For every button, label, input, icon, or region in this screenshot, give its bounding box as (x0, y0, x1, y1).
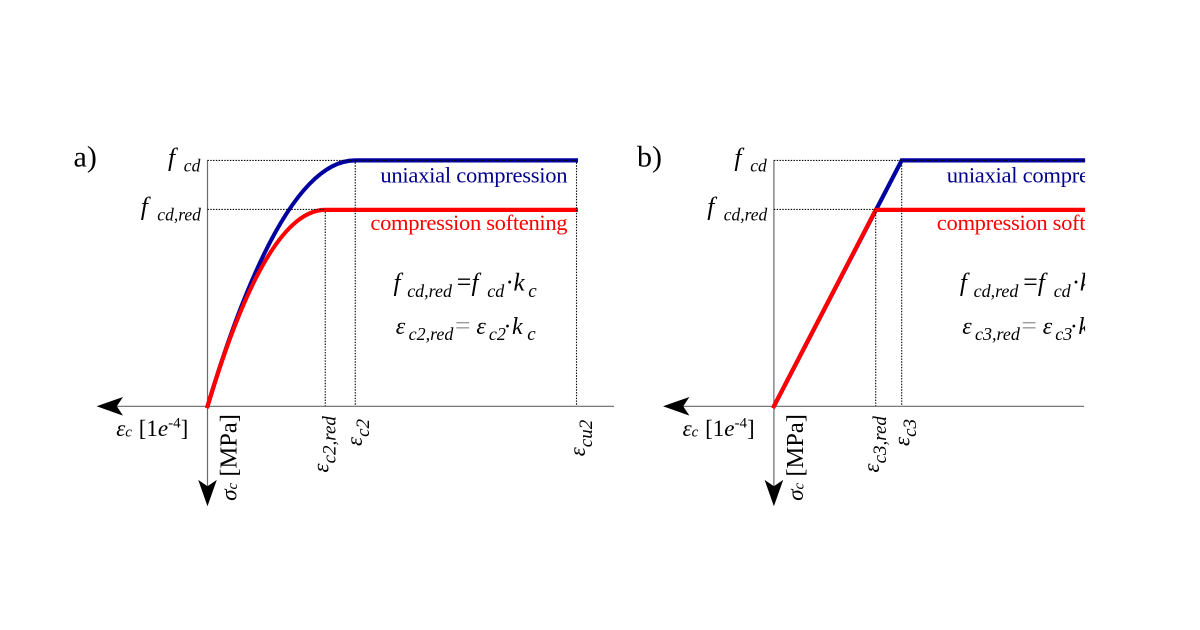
svg-text:εc3,red: εc3,red (859, 416, 891, 473)
svg-text:εc [1e-4]: εc [1e-4] (683, 415, 755, 441)
svg-text:εc3,red=εc3·kc: ε c3,red= ε c3·k c (962, 311, 1102, 345)
svg-text:fcd,red=fcd·kc: f cd,red =f cd·k c (394, 268, 538, 303)
svg-text:εc2,red: εc2,red (309, 416, 341, 473)
svg-text:εc [1e-4]: εc [1e-4] (116, 415, 188, 441)
svg-text:b): b) (637, 141, 662, 174)
svg-text:fcd: f cd (168, 143, 201, 176)
svg-text:εcu2: εcu2 (565, 419, 597, 456)
svg-text:fcd: f cd (734, 143, 767, 176)
svg-text:σc [MPa]: σc [MPa] (215, 414, 242, 501)
svg-text:εc2,red=εc2·kc: ε c2,red= ε c2·k c (396, 311, 537, 345)
svg-text:fcd,red: f cd,red (707, 192, 767, 225)
svg-text:fcd,red: f cd,red (141, 192, 201, 225)
svg-text:fcd,red=fcd·kc: f cd,red =f cd·k c (960, 268, 1104, 303)
svg-text:a): a) (74, 141, 97, 174)
svg-text:εc3: εc3 (889, 419, 921, 446)
svg-text:εc2: εc2 (342, 418, 374, 446)
svg-text:compression softening: compression softening (370, 210, 567, 235)
svg-text:σc [MPa]: σc [MPa] (782, 414, 809, 501)
svg-text:uniaxial compression: uniaxial compression (947, 163, 1134, 188)
svg-text:compression softening: compression softening (937, 210, 1134, 235)
svg-text:uniaxial compression: uniaxial compression (380, 163, 567, 188)
